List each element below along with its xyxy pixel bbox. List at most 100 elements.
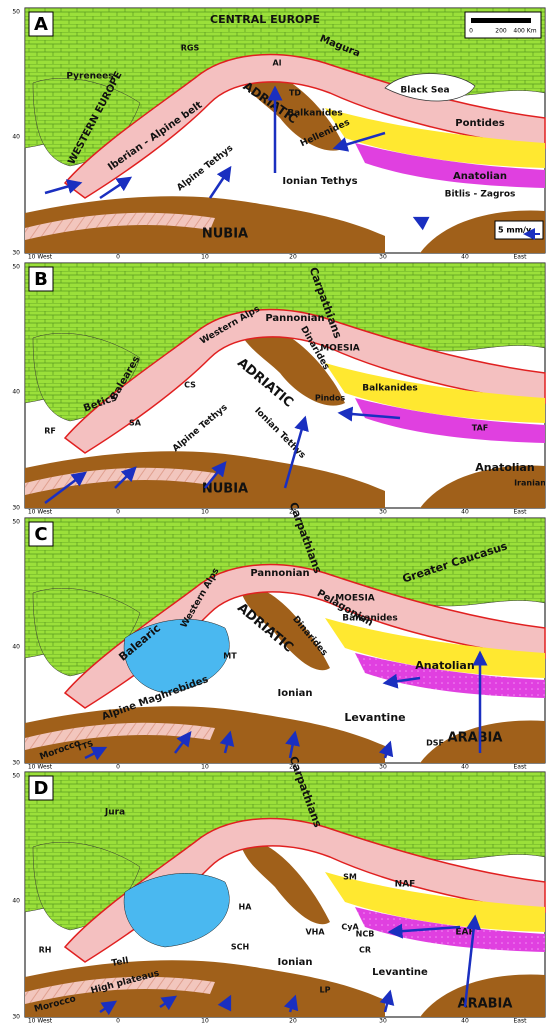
adria bbox=[235, 66, 345, 151]
arabia-plate bbox=[420, 465, 545, 508]
panel-letter-box bbox=[28, 266, 54, 292]
basin bbox=[123, 873, 230, 948]
black-sea bbox=[384, 73, 476, 102]
region-label: MOESIA bbox=[320, 344, 360, 354]
latitude-label: 30 bbox=[12, 1014, 20, 1021]
motion-arrow bbox=[412, 216, 430, 231]
region-label: Balkanides bbox=[362, 384, 417, 394]
motion-arrow bbox=[84, 746, 108, 761]
region-label: Anatolian bbox=[453, 171, 507, 182]
longitude-label: 10 bbox=[201, 764, 209, 771]
region-label: ARABIA bbox=[448, 731, 503, 746]
region-label: HA bbox=[239, 903, 253, 912]
motion-arrow bbox=[159, 995, 178, 1011]
panel-letter: B bbox=[34, 269, 48, 290]
magenta-belt bbox=[355, 143, 545, 188]
longitude-label: 30 bbox=[379, 509, 387, 516]
motion-arrow bbox=[44, 179, 83, 195]
region-label: TD bbox=[289, 89, 301, 98]
longitude-label: 30 bbox=[379, 254, 387, 261]
motion-arrow bbox=[332, 131, 386, 152]
region-label: Ionian Tethys bbox=[282, 176, 357, 187]
region-label: CENTRAL EUROPE bbox=[210, 13, 320, 26]
latitude-label: 40 bbox=[12, 644, 20, 651]
panel-letter: D bbox=[34, 778, 49, 799]
adria bbox=[240, 586, 330, 671]
panel-letter-box bbox=[28, 11, 54, 37]
orogen-belt bbox=[63, 53, 546, 199]
longitude-label: 40 bbox=[461, 764, 469, 771]
longitude-label: 0 bbox=[116, 1018, 120, 1025]
scale-label: 200 bbox=[495, 28, 507, 35]
region-label: SM bbox=[343, 873, 357, 882]
longitude-label: 20 bbox=[289, 1018, 297, 1025]
scale-box bbox=[464, 11, 542, 39]
motion-arrow bbox=[379, 989, 395, 1013]
longitude-label: 10 bbox=[201, 254, 209, 261]
region-label: Levantine bbox=[344, 711, 405, 724]
panel-letter-box bbox=[28, 521, 54, 547]
region-label: CS bbox=[184, 381, 196, 390]
region-label: Pannonian bbox=[250, 568, 309, 579]
latitude-label: 40 bbox=[12, 389, 20, 396]
arabia-plate bbox=[420, 720, 545, 763]
motion-arrow bbox=[208, 165, 232, 199]
adria bbox=[235, 321, 345, 406]
region-label: CR bbox=[359, 946, 371, 955]
longitude-label: 0 bbox=[116, 509, 120, 516]
orogen-belt bbox=[63, 563, 546, 709]
region-label: VHA bbox=[305, 928, 325, 937]
region-label: ARABIA bbox=[458, 997, 513, 1012]
region-label: Jura bbox=[104, 808, 125, 818]
region-label: Balkanides bbox=[287, 109, 342, 119]
longitude-label: East bbox=[514, 254, 528, 261]
scale-label: 400 Km bbox=[513, 28, 536, 35]
region-label: Bitlis - Zagros bbox=[445, 190, 516, 200]
latitude-label: 30 bbox=[12, 505, 20, 512]
latitude-label: 30 bbox=[12, 760, 20, 767]
region-label: NUBIA bbox=[202, 482, 248, 497]
longitude-label: 40 bbox=[461, 509, 469, 516]
region-label: LP bbox=[320, 986, 331, 995]
longitude-label: 30 bbox=[379, 1018, 387, 1025]
motion-arrow bbox=[217, 994, 232, 1012]
motion-arrow bbox=[382, 673, 421, 689]
scale-bar bbox=[471, 18, 531, 23]
region-label: EAF bbox=[455, 928, 474, 938]
orogen-belt bbox=[63, 817, 546, 963]
longitude-label: 10 West bbox=[28, 764, 53, 771]
longitude-label: 10 bbox=[201, 509, 209, 516]
magenta-belt bbox=[355, 653, 545, 698]
motion-arrow bbox=[378, 740, 394, 759]
motion-arrow bbox=[99, 1000, 118, 1016]
longitude-label: 0 bbox=[116, 764, 120, 771]
region-label: Ionian bbox=[277, 688, 312, 699]
longitude-label: 40 bbox=[461, 1018, 469, 1025]
longitude-label: 20 bbox=[289, 254, 297, 261]
region-label: DSF bbox=[426, 739, 444, 748]
motion-arrow bbox=[283, 415, 309, 489]
latitude-label: 30 bbox=[12, 250, 20, 257]
longitude-label: 40 bbox=[461, 254, 469, 261]
yellow-belt bbox=[325, 108, 545, 168]
region-label: Pontides bbox=[455, 118, 504, 129]
longitude-label: 10 West bbox=[28, 1018, 53, 1025]
yellow-belt bbox=[325, 363, 545, 423]
motion-arrow bbox=[114, 466, 137, 489]
region-label: SA bbox=[129, 419, 142, 428]
latitude-label: 50 bbox=[12, 264, 20, 271]
latitude-label: 40 bbox=[12, 134, 20, 141]
longitude-label: 20 bbox=[289, 509, 297, 516]
region-label: Ionian bbox=[277, 957, 312, 968]
longitude-label: 10 West bbox=[28, 254, 53, 261]
region-label: RGS bbox=[181, 44, 200, 53]
longitude-label: 20 bbox=[289, 764, 297, 771]
region-label: RF bbox=[44, 427, 56, 436]
arabia-plate bbox=[420, 974, 545, 1017]
region-label: Pannonian bbox=[265, 313, 324, 324]
longitude-label: East bbox=[514, 509, 528, 516]
longitude-label: East bbox=[514, 764, 528, 771]
